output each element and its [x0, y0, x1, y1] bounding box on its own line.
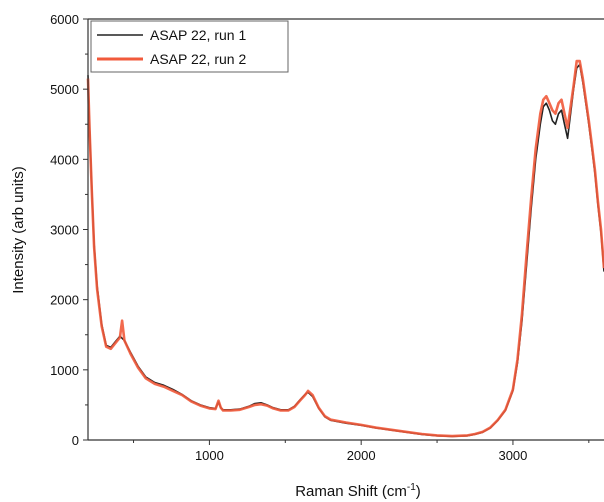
x-axis-title: Raman Shift (cm-1) — [295, 482, 421, 500]
x-tick-label: 1000 — [195, 448, 224, 463]
series-line-run-2 — [86, 59, 604, 438]
y-tick-label: 5000 — [50, 82, 79, 97]
axis-layer — [83, 18, 604, 445]
legend: ASAP 22, run 1 ASAP 22, run 2 — [90, 20, 289, 73]
legend-box — [90, 20, 289, 73]
y-tick-label: 2000 — [50, 293, 79, 308]
tick-label-layer: 0 1000 2000 3000 4000 5000 6000 1000 2000 3000 — [50, 12, 527, 463]
y-tick-label: 6000 — [50, 12, 79, 27]
series-layer — [86, 59, 604, 438]
x-tick-label: 3000 — [498, 448, 527, 463]
x-axis-title-close: ) — [416, 483, 421, 500]
y-axis-title: Intensity (arb units) — [10, 166, 27, 294]
y-tick-label: 1000 — [50, 363, 79, 378]
legend-label-run-2: ASAP 22, run 2 — [150, 51, 246, 67]
x-tick-label: 2000 — [347, 448, 376, 463]
y-tick-label: 0 — [72, 433, 79, 448]
x-axis-title-main: Raman Shift (cm — [295, 483, 407, 500]
legend-label-run-1: ASAP 22, run 1 — [150, 27, 246, 43]
x-axis-title-superscript: -1 — [407, 482, 416, 493]
y-tick-label: 3000 — [50, 223, 79, 238]
y-tick-label: 4000 — [50, 152, 79, 167]
